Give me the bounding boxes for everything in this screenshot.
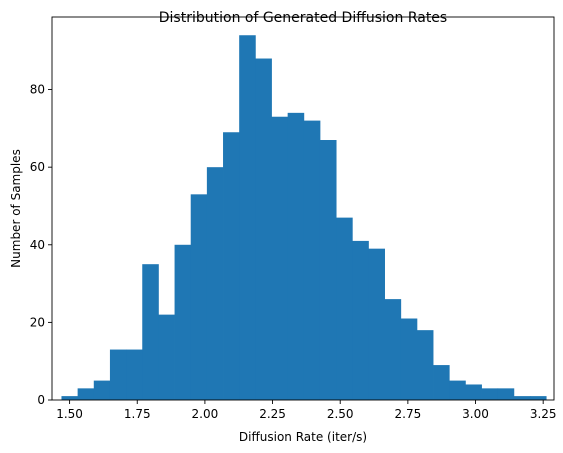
histogram-bar <box>513 396 531 400</box>
histogram-bar <box>93 380 111 400</box>
x-tick-label: 1.50 <box>56 407 83 421</box>
histogram-bar <box>368 248 385 400</box>
x-axis-ticks: 1.50 1.75 2.00 2.25 2.50 2.75 3.00 3.25 <box>56 400 557 421</box>
x-tick-label: 2.50 <box>327 407 354 421</box>
histogram-bar <box>449 380 466 400</box>
chart-title: Distribution of Generated Diffusion Rate… <box>159 10 447 26</box>
x-tick-label: 3.25 <box>530 407 557 421</box>
histogram-bar <box>271 116 289 401</box>
bars-group <box>61 35 547 401</box>
histogram-bar <box>61 396 79 400</box>
y-tick-label: 60 <box>30 160 45 174</box>
histogram-bar <box>158 314 175 400</box>
histogram-bar <box>400 318 418 400</box>
histogram-bar <box>336 217 353 400</box>
histogram-bar <box>416 330 434 400</box>
histogram-bar <box>287 112 305 400</box>
histogram-bar <box>126 349 143 400</box>
histogram-bar <box>433 365 450 400</box>
x-tick-label: 2.25 <box>259 407 286 421</box>
y-tick-label: 40 <box>30 238 45 252</box>
x-axis-label: Diffusion Rate (iter/s) <box>239 430 367 444</box>
x-tick-label: 2.00 <box>192 407 219 421</box>
x-tick-label: 3.00 <box>462 407 489 421</box>
histogram-bar <box>142 264 159 400</box>
histogram-bar <box>239 35 256 400</box>
y-axis-ticks: 0 20 40 60 80 <box>30 83 52 407</box>
plot-frame <box>51 16 555 401</box>
histogram-bar <box>352 240 369 400</box>
histogram-bar <box>77 388 95 400</box>
x-tick-label: 1.75 <box>124 407 151 421</box>
histogram-bar <box>465 384 482 400</box>
y-tick-label: 20 <box>30 315 45 329</box>
y-tick-label: 80 <box>30 83 45 97</box>
histogram-bar <box>384 299 402 400</box>
histogram-bar <box>255 58 272 400</box>
histogram-bar <box>481 388 499 400</box>
histogram-bar <box>206 167 224 400</box>
histogram-bar <box>190 194 208 400</box>
histogram-bar <box>319 140 337 400</box>
histogram-bar <box>529 396 547 400</box>
histogram-bar <box>174 244 192 400</box>
y-axis-label: Number of Samples <box>9 149 23 268</box>
histogram-bar <box>497 388 515 400</box>
histogram-bar <box>303 120 321 400</box>
x-tick-label: 2.75 <box>395 407 422 421</box>
y-tick-label: 0 <box>37 393 45 407</box>
histogram-bar <box>109 349 127 400</box>
histogram-bar <box>223 132 240 400</box>
